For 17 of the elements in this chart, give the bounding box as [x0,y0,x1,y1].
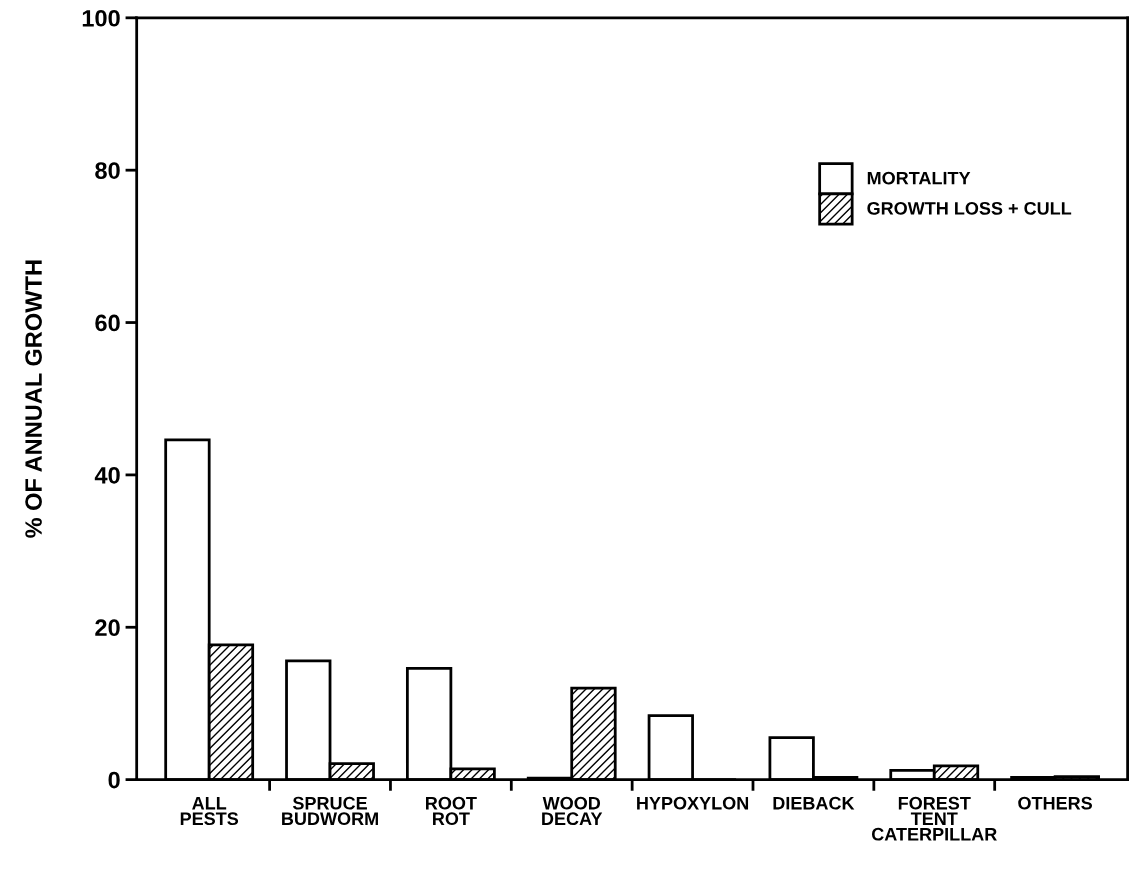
x-tick-label: HYPOXYLON [637,796,749,810]
y-tick-label: 20 [95,619,120,637]
y-tick-label: 40 [94,466,120,484]
x-tick-label: SPRUCE BUDWORM [282,796,378,826]
x-tick-label: WOOD DECAY [542,796,603,826]
x-tick-label: ROOT ROT [426,796,477,826]
x-tick-label: DIEBACK [773,796,855,810]
x-tick-label: OTHERS [1018,796,1093,810]
y-tick-label: 0 [108,771,120,789]
legend-label: GROWTH LOSS + CULL [867,201,1072,215]
y-tick-label: 100 [82,9,120,27]
y-tick-label: 80 [95,162,120,179]
y-axis-title: % OF ANNUAL GROWTH [25,260,42,538]
legend-label: MORTALITY [867,171,971,185]
x-tick-label: FOREST TENT CATERPILLAR [871,796,997,841]
y-tick-label: 60 [95,314,120,332]
x-tick-label: ALL PESTS [180,796,239,826]
